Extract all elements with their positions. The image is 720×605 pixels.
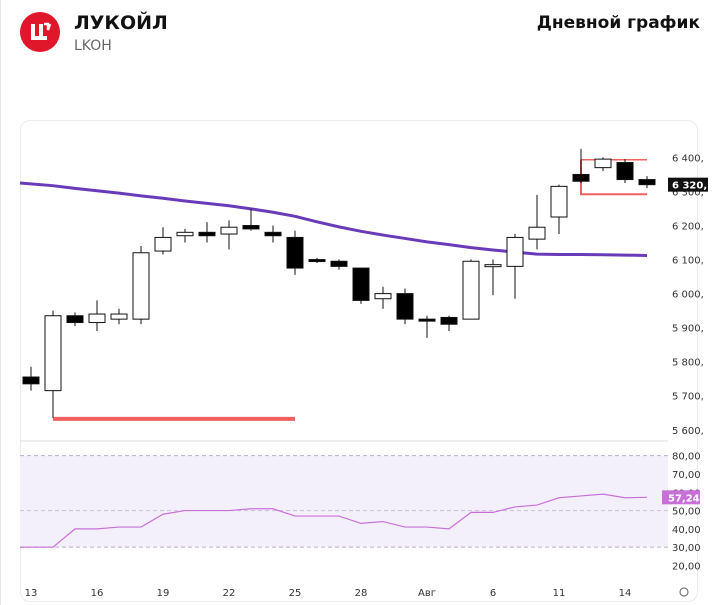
candle-body (154, 236, 172, 252)
x-tick-label: 22 (223, 588, 236, 599)
candle-body (44, 315, 62, 392)
candle-body (440, 316, 458, 325)
candle-body (110, 313, 128, 320)
lukoil-logo-icon (31, 22, 52, 40)
candle-body (242, 225, 260, 230)
candle-body (66, 315, 84, 324)
chart-type-label: Дневной график (536, 13, 700, 33)
indicator-value-tag (662, 490, 700, 505)
candle-body (396, 293, 414, 320)
indicator-line (20, 493, 648, 548)
x-tick-label: 25 (289, 588, 302, 599)
indicator-tick-label: 20,00 (672, 561, 701, 572)
x-tick-label: 28 (355, 588, 368, 599)
range-bottom-line (580, 159, 647, 196)
candle-body (308, 259, 326, 263)
candle-body (374, 293, 392, 300)
x-tick-label: 11 (553, 588, 566, 599)
x-tick-label: 16 (91, 588, 104, 599)
candle-body (418, 318, 436, 322)
candle-body (506, 236, 524, 267)
indicator-tick-label: 40,00 (672, 525, 701, 536)
candle-body (484, 264, 502, 268)
indicator-value-label: 57,24 (668, 493, 700, 504)
candle-body (198, 231, 216, 237)
price-tick-label: 6 400, (672, 153, 704, 164)
lukoil-logo (20, 12, 60, 52)
price-tick-label: 6 000, (672, 290, 704, 301)
indicator-tick-label: 70,00 (672, 470, 701, 481)
candle-body (22, 376, 40, 385)
candle-body (616, 162, 634, 181)
candle-body (594, 158, 612, 169)
candle-body (132, 252, 150, 320)
price-tick-label: 6 300, (672, 187, 704, 198)
price-tick-label: 5 900, (672, 324, 704, 335)
candle-body (220, 226, 238, 235)
x-tick-label: 14 (619, 588, 632, 599)
last-price-tag (668, 177, 708, 192)
price-tick-label: 5 600, (672, 426, 704, 437)
candle-body (550, 185, 568, 218)
settings-icon[interactable] (679, 587, 689, 597)
price-tick-label: 6 200, (672, 222, 704, 233)
indicator-tick-label: 50,00 (672, 507, 701, 518)
last-price-label: 6 320, (672, 181, 707, 192)
price-tick-label: 6 100, (672, 256, 704, 267)
candle-body (528, 226, 546, 240)
candle-body (330, 260, 348, 267)
candle-body (264, 231, 282, 237)
candle-body (352, 267, 370, 301)
indicator-tick-label: 30,00 (672, 543, 701, 554)
x-tick-label: 13 (25, 588, 38, 599)
x-tick-label: 6 (490, 588, 496, 599)
moving-average-line (19, 181, 648, 257)
x-tick-label: 19 (157, 588, 170, 599)
indicator-tick-label: 80,00 (672, 452, 701, 463)
candle-body (286, 236, 304, 269)
candle-body (572, 173, 590, 182)
chart-card (20, 120, 698, 602)
candle-body (462, 260, 480, 320)
candle-body (88, 313, 106, 324)
price-tick-label: 5 800, (672, 358, 704, 369)
candle-body (176, 231, 194, 237)
company-name: ЛУКОЙЛ (74, 12, 168, 34)
candle-body (638, 179, 656, 186)
indicator-band (20, 455, 668, 548)
ticker-symbol: LKOH (74, 38, 112, 54)
x-tick-label: Авг (418, 588, 436, 599)
price-tick-label: 5 700, (672, 392, 704, 403)
